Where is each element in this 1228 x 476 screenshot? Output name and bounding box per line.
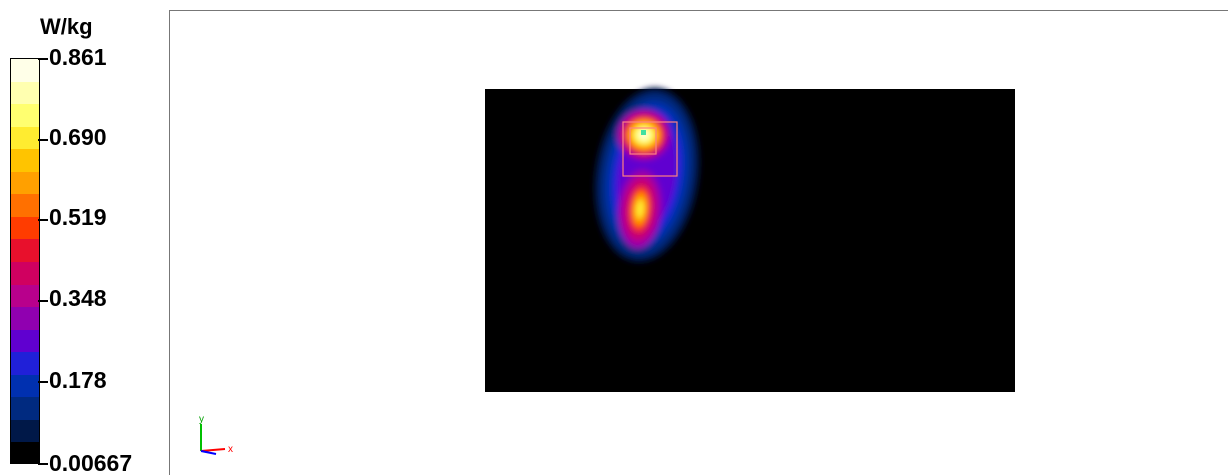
colorbar-swatch: [11, 397, 39, 421]
colorbar-swatch: [11, 419, 39, 444]
colorbar-swatch: [11, 374, 39, 399]
colorbar-swatch: [11, 126, 39, 151]
colorbar-swatch: [11, 59, 39, 83]
sar-contour-level: [635, 200, 645, 218]
colorbar-tick-mark: [38, 219, 48, 221]
colorbar-tick-mark: [38, 139, 48, 141]
scan-area-background: [485, 89, 1015, 392]
zoom-scan-inner-box: [629, 127, 657, 155]
colorbar-tick-mark: [38, 58, 48, 60]
colorbar-swatch: [11, 262, 39, 286]
zoom-scan-outer-box: [622, 121, 678, 177]
triad-y-label: y: [199, 414, 204, 425]
colorbar-unit-label: W/kg: [40, 14, 93, 39]
colorbar-tick-label: 0.00667: [49, 450, 133, 476]
colorbar-tick-label: 0.690: [49, 124, 107, 150]
colorbar-swatch: [11, 442, 39, 463]
colorbar-swatch: [11, 81, 39, 106]
colorbar-swatch: [11, 194, 39, 218]
colorbar-tick-label: 0.861: [49, 44, 107, 70]
colorbar-tick-mark: [38, 300, 48, 302]
colorbar-tick-mark: [38, 381, 48, 383]
colorbar-legend: W/kg 0.861 0.690 0.519 0.348 0.178 0.00667: [0, 0, 168, 475]
colorbar-swatch: [11, 104, 39, 128]
plot-area: y x: [169, 10, 1228, 475]
colorbar-tick-mark: [38, 463, 48, 465]
colorbar-swatch: [11, 171, 39, 196]
colorbar: [10, 58, 40, 464]
colorbar-swatch: [11, 284, 39, 309]
colorbar-tick-label: 0.519: [49, 204, 107, 230]
sar-heatmap: y x: [199, 87, 1015, 455]
colorbar-swatch: [11, 352, 39, 376]
triad-x-label: x: [228, 444, 233, 455]
axes-triad: y x: [199, 414, 233, 455]
colorbar-swatch: [11, 149, 39, 173]
colorbar-tick-label: 0.348: [49, 285, 107, 311]
colorbar-swatch: [11, 239, 39, 263]
colorbar-swatch: [11, 307, 39, 331]
colorbar-tick-label: 0.178: [49, 367, 107, 393]
peak-marker: [641, 130, 646, 135]
colorbar-swatch: [11, 216, 39, 241]
colorbar-swatch: [11, 329, 39, 354]
